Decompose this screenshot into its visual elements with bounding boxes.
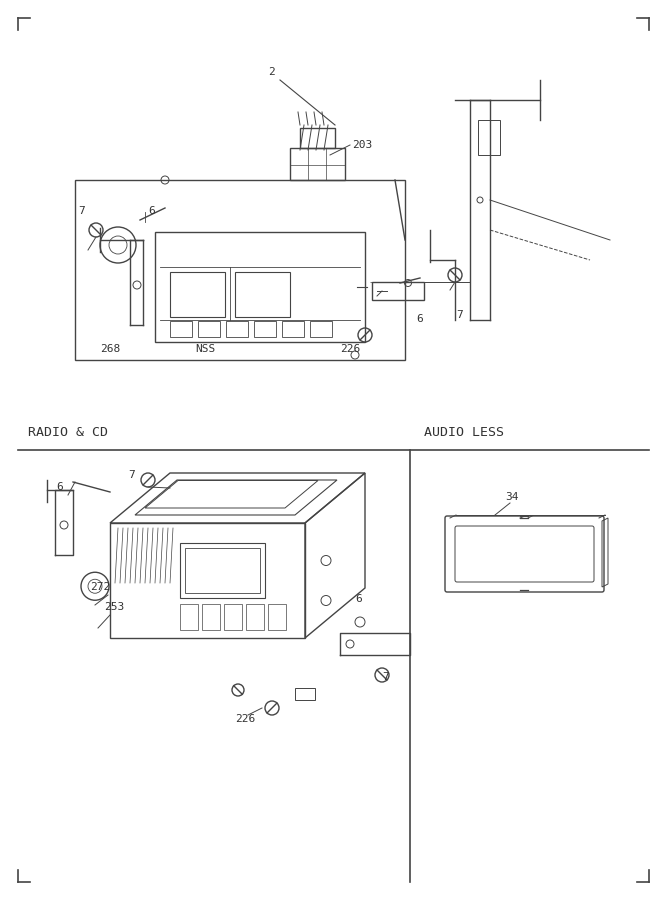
Text: 203: 203: [352, 140, 372, 150]
Text: 6: 6: [56, 482, 63, 492]
Text: 6: 6: [148, 206, 155, 216]
Text: NSS: NSS: [195, 344, 215, 354]
Bar: [180, 543, 265, 598]
Bar: [290, 148, 345, 180]
Text: 7: 7: [456, 310, 463, 320]
Text: 34: 34: [505, 492, 518, 502]
Bar: [282, 321, 304, 337]
Text: 268: 268: [100, 344, 120, 354]
Text: RADIO & CD: RADIO & CD: [28, 426, 108, 439]
Text: 7: 7: [128, 470, 135, 480]
Bar: [226, 321, 248, 337]
Text: 6: 6: [416, 314, 423, 324]
Bar: [155, 232, 365, 342]
Bar: [372, 282, 424, 300]
Bar: [268, 604, 286, 630]
Bar: [180, 604, 198, 630]
Bar: [310, 321, 332, 337]
Bar: [170, 321, 192, 337]
Text: 226: 226: [340, 344, 360, 354]
Bar: [224, 604, 242, 630]
Bar: [254, 321, 276, 337]
Bar: [246, 604, 264, 630]
Bar: [202, 604, 220, 630]
Text: AUDIO LESS: AUDIO LESS: [424, 426, 504, 439]
Bar: [300, 128, 335, 148]
Bar: [170, 272, 225, 317]
Bar: [185, 548, 260, 593]
Text: 272: 272: [90, 582, 110, 592]
Text: 7: 7: [382, 672, 389, 682]
Text: 7: 7: [78, 206, 85, 216]
Bar: [478, 120, 500, 155]
Text: 2: 2: [268, 67, 275, 77]
Bar: [198, 321, 220, 337]
Text: 253: 253: [104, 602, 124, 612]
Bar: [235, 272, 290, 317]
Text: 226: 226: [235, 714, 255, 724]
Bar: [295, 688, 315, 700]
Text: 6: 6: [355, 594, 362, 604]
